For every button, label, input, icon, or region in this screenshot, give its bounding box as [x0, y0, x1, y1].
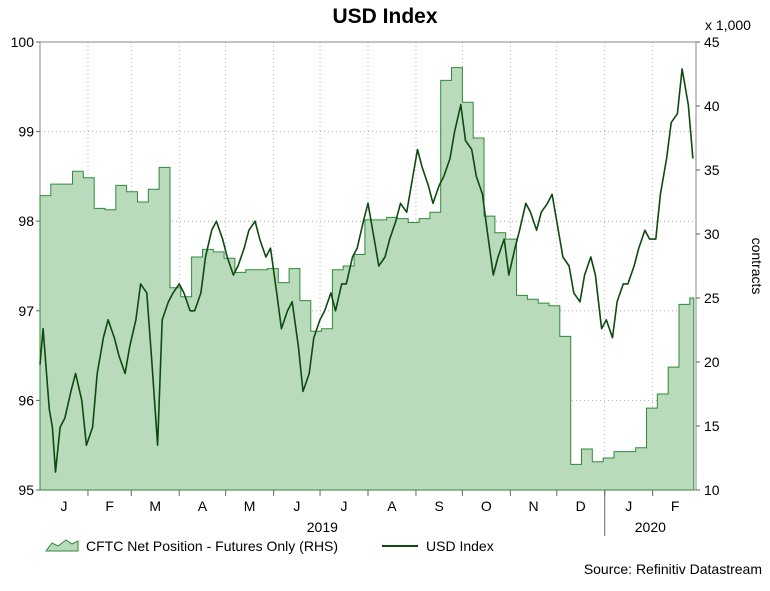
left-tick-label: 96 — [18, 392, 34, 408]
month-label: S — [434, 498, 443, 514]
right-tick-label: 10 — [704, 482, 720, 498]
month-label: J — [625, 498, 632, 514]
month-label: O — [481, 498, 492, 514]
month-label: J — [341, 498, 348, 514]
legend-area-swatch — [45, 539, 79, 552]
left-axis: 95 96 97 98 99 100 — [11, 34, 40, 498]
cftc-area — [39, 67, 695, 491]
left-tick-label: 100 — [11, 34, 35, 50]
chart-title: USD Index — [332, 5, 437, 28]
legend: CFTC Net Position - Futures Only (RHS) U… — [45, 538, 494, 554]
month-label: A — [198, 498, 208, 514]
month-label: J — [60, 498, 67, 514]
source-note: Source: Refinitiv Datastream — [584, 561, 762, 577]
right-tick-label: 25 — [704, 290, 720, 306]
right-axis-multiplier: x 1,000 — [705, 17, 751, 33]
left-tick-label: 97 — [18, 303, 34, 319]
right-tick-label: 35 — [704, 162, 720, 178]
legend-area-label: CFTC Net Position - Futures Only (RHS) — [86, 538, 338, 554]
right-tick-label: 20 — [704, 354, 720, 370]
cftc-area-series — [39, 67, 695, 491]
year-label: 2020 — [635, 519, 666, 535]
month-label: F — [105, 498, 114, 514]
usd-index-line-series — [39, 68, 694, 473]
legend-line-label: USD Index — [426, 538, 494, 554]
month-label: D — [576, 498, 586, 514]
right-tick-label: 30 — [704, 226, 720, 242]
right-axis: 10 15 20 25 30 35 40 45 — [696, 34, 720, 498]
right-tick-label: 45 — [704, 34, 720, 50]
month-label: M — [244, 498, 256, 514]
month-label: N — [528, 498, 538, 514]
x-axis: J F M A M J J A S O N D J F 2019 2020 — [60, 490, 679, 536]
month-label: A — [387, 498, 397, 514]
right-axis-label: contracts — [749, 238, 765, 295]
left-tick-label: 95 — [18, 482, 34, 498]
month-label: F — [671, 498, 680, 514]
left-tick-label: 98 — [18, 213, 34, 229]
month-label: J — [293, 498, 300, 514]
month-label: M — [149, 498, 161, 514]
year-label: 2019 — [307, 519, 338, 535]
left-tick-label: 99 — [18, 124, 34, 140]
right-tick-label: 40 — [704, 98, 720, 114]
right-tick-label: 15 — [704, 418, 720, 434]
usd-index-line — [39, 68, 694, 473]
